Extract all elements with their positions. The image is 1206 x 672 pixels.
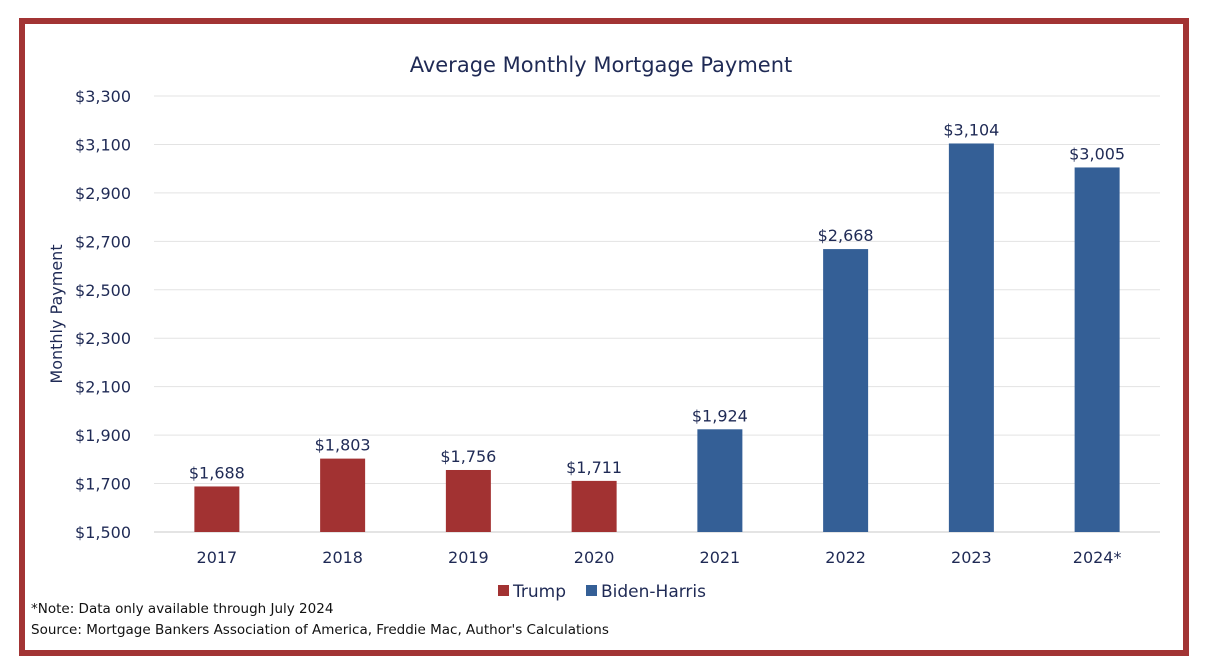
bars bbox=[194, 143, 1120, 532]
y-axis-label: Monthly Payment bbox=[47, 244, 66, 383]
data-label-2020: $1,711 bbox=[566, 458, 622, 477]
data-label-2024: $3,005 bbox=[1069, 144, 1125, 163]
y-tick-label: $3,100 bbox=[75, 135, 131, 154]
source-note: Source: Mortgage Bankers Association of … bbox=[31, 622, 609, 638]
y-tick-label: $3,300 bbox=[75, 87, 131, 106]
legend-swatch-biden-harris bbox=[586, 585, 597, 596]
x-tick-label: 2024* bbox=[1073, 548, 1122, 567]
y-tick-label: $1,500 bbox=[75, 523, 131, 542]
x-tick-label: 2021 bbox=[700, 548, 741, 567]
data-label-2023: $3,104 bbox=[943, 120, 999, 139]
y-tick-label: $2,900 bbox=[75, 184, 131, 203]
data-label-2021: $1,924 bbox=[692, 406, 748, 425]
bar-2021 bbox=[697, 429, 743, 532]
bar-2017 bbox=[194, 486, 240, 532]
data-label-2019: $1,756 bbox=[440, 447, 496, 466]
chart-title: Average Monthly Mortgage Payment bbox=[410, 53, 793, 77]
x-tick-label: 2020 bbox=[574, 548, 615, 567]
bar-2018 bbox=[320, 458, 366, 532]
data-labels: $1,688 $1,803 $1,756 $1,711 $1,924 $2,668 $3,1… bbox=[189, 120, 1125, 482]
y-tick-label: $1,900 bbox=[75, 426, 131, 445]
legend: Trump Biden-Harris bbox=[498, 582, 706, 602]
bar-2023 bbox=[948, 143, 994, 532]
gridlines bbox=[154, 95, 1160, 533]
data-label-2022: $2,668 bbox=[818, 226, 874, 245]
data-label-2017: $1,688 bbox=[189, 463, 245, 482]
bar-2020 bbox=[571, 480, 617, 532]
bar-2019 bbox=[445, 469, 491, 532]
bar-2022 bbox=[823, 249, 869, 532]
y-tick-label: $2,700 bbox=[75, 232, 131, 251]
data-label-2018: $1,803 bbox=[315, 436, 371, 455]
legend-label-biden-harris: Biden-Harris bbox=[601, 582, 706, 602]
y-tick-label: $2,500 bbox=[75, 281, 131, 300]
y-tick-label: $2,300 bbox=[75, 329, 131, 348]
data-note: *Note: Data only available through July … bbox=[31, 601, 333, 617]
y-axis-ticks: $1,500 $1,700 $1,900 $2,100 $2,300 $2,500 $2,7… bbox=[75, 87, 131, 542]
legend-swatch-trump bbox=[498, 585, 509, 596]
legend-label-trump: Trump bbox=[512, 582, 566, 602]
x-tick-label: 2018 bbox=[322, 548, 363, 567]
x-tick-label: 2022 bbox=[825, 548, 866, 567]
y-tick-label: $2,100 bbox=[75, 378, 131, 397]
x-tick-label: 2017 bbox=[197, 548, 238, 567]
x-tick-label: 2023 bbox=[951, 548, 992, 567]
bar-2024 bbox=[1074, 167, 1120, 532]
x-axis-ticks: 2017 2018 2019 2020 2021 2022 2023 2024* bbox=[197, 548, 1122, 567]
x-tick-label: 2019 bbox=[448, 548, 489, 567]
y-tick-label: $1,700 bbox=[75, 475, 131, 494]
chart-frame bbox=[19, 18, 1189, 656]
